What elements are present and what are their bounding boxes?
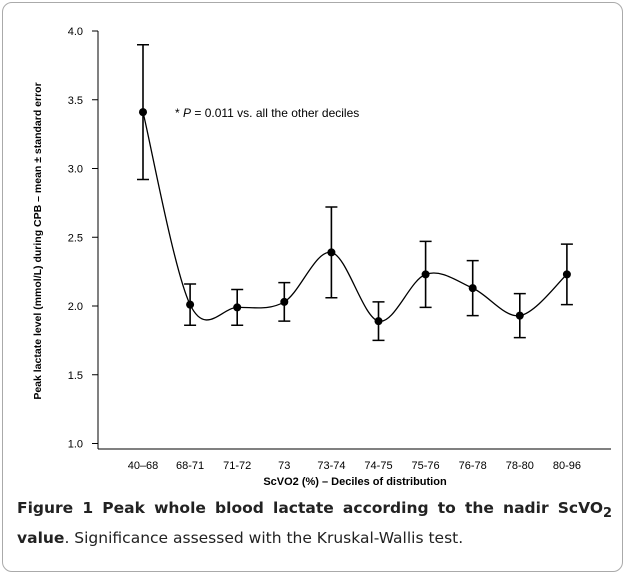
y-tick-label: 1.5: [68, 370, 83, 382]
y-tick-label: 4.0: [68, 26, 83, 38]
x-tick-label: 80-96: [553, 460, 581, 472]
x-tick-label: 74-75: [364, 460, 392, 472]
x-axis-label: ScVO2 (%) – Deciles of distribution: [263, 476, 447, 488]
y-tick-label: 1.0: [68, 439, 83, 451]
point: [139, 108, 147, 117]
annotation-part: P: [183, 106, 191, 120]
annotation: * P = 0.011 vs. all the other deciles: [175, 106, 359, 120]
point: [327, 248, 336, 257]
caption: Figure 1 Peak whole blood lactate accord…: [17, 496, 612, 550]
x-tick-label: 68-71: [176, 460, 204, 472]
y-tick-label: 2.0: [68, 301, 83, 313]
y-tick-label: 2.5: [68, 232, 83, 244]
x-tick-label: 76-78: [459, 460, 487, 472]
x-tick-label: 71-72: [223, 460, 251, 472]
x-tick-label: 78-80: [506, 460, 534, 472]
y-axis-label: Peak lactate level (mmol/L) during CPB –…: [32, 82, 44, 399]
annotation-part: = 0.011 vs. all the other deciles: [191, 106, 359, 120]
point: [233, 303, 242, 312]
point: [186, 300, 195, 309]
x-tick-label: 73-74: [317, 460, 345, 472]
caption-bold: Figure 1 Peak whole blood lactate accord…: [17, 499, 604, 517]
point: [515, 311, 524, 320]
y-tick-label: 3.0: [68, 164, 83, 176]
caption-sub: 2: [603, 506, 612, 522]
point: [421, 270, 430, 279]
caption-bold-end: value: [17, 529, 65, 548]
point: [562, 270, 571, 279]
y-tick-label: 3.5: [68, 95, 83, 107]
line: [142, 111, 568, 322]
x-tick-label: 75-76: [412, 460, 440, 472]
annotation-part: *: [175, 106, 183, 120]
x-tick-label: 40–68: [128, 460, 159, 472]
point: [468, 284, 477, 293]
point: [280, 297, 289, 306]
x-tick-label: 73: [278, 460, 290, 472]
caption-text: . Significance assessed with the Kruskal…: [64, 529, 464, 548]
chart: * P = 0.011 vs. all the other deciles Sc…: [32, 26, 611, 488]
point: [374, 317, 383, 326]
